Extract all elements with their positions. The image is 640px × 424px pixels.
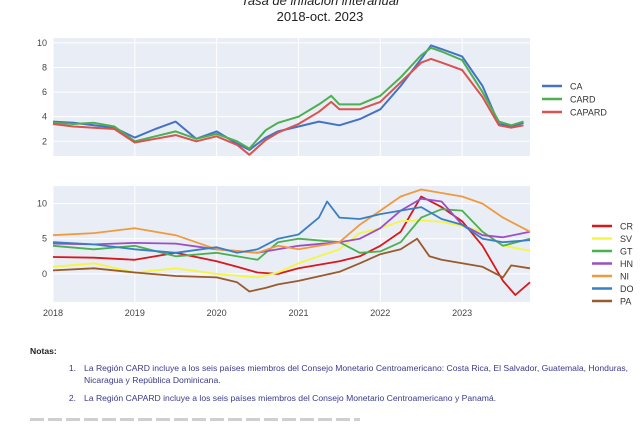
y-tick-label: 5 — [42, 234, 47, 244]
legend-label: DO — [620, 284, 634, 294]
chart-panel: 2 4 6 8 10 CA CARD CAPARD — [37, 38, 607, 156]
note-item: 2. La Región CAPARD incluye a los seis p… — [30, 392, 630, 404]
x-tick-label: 2021 — [288, 308, 308, 318]
legend-label: HN — [620, 259, 633, 269]
legend-label: PA — [620, 297, 631, 307]
series-line-pa — [52, 237, 531, 293]
legend-label: NI — [620, 272, 629, 282]
note-text: La Región CARD incluye a los seis países… — [84, 363, 629, 385]
note-item: 1. La Región CARD incluye a los seis paí… — [30, 362, 630, 386]
y-tick-label: 6 — [42, 87, 47, 97]
legend-label: CA — [570, 82, 583, 92]
legend-label: SV — [620, 234, 632, 244]
series-line-ni — [52, 188, 531, 254]
notes-title: Notas: — [30, 346, 57, 356]
x-tick-label: 2023 — [452, 308, 472, 318]
note-text: La Región CAPARD incluye a los seis país… — [84, 393, 497, 403]
y-tick-label: 0 — [42, 269, 47, 279]
cropped-footnote-line — [30, 418, 360, 421]
x-tick-label: 2018 — [43, 308, 63, 318]
series-line-ca — [52, 44, 524, 151]
note-number: 2. — [68, 393, 76, 403]
chart-title: Tasa de inflación interanual — [241, 0, 399, 8]
y-tick-label: 4 — [42, 112, 47, 122]
legend: CR SV GT HN NI DO PA — [592, 222, 634, 307]
y-tick-label: 2 — [42, 136, 47, 146]
legend-label: CARD — [570, 95, 596, 105]
x-tick-label: 2019 — [125, 308, 145, 318]
inflation-charts: 2 4 6 8 10 CA CARD CAPARD 0 5 10 2018 2019 2020 2021 20… — [37, 38, 634, 318]
y-tick-label: 8 — [42, 63, 47, 73]
series-line-capard — [52, 57, 524, 156]
y-tick-label: 10 — [37, 199, 47, 209]
legend: CA CARD CAPARD — [542, 82, 607, 118]
chart-subtitle: 2018-oct. 2023 — [276, 9, 364, 24]
series-line-do — [52, 200, 531, 254]
legend-label: CR — [620, 222, 633, 232]
y-tick-label: 10 — [37, 38, 47, 48]
series-line-card — [52, 46, 524, 150]
legend-label: GT — [620, 247, 633, 257]
x-tick-label: 2020 — [207, 308, 227, 318]
x-tick-label: 2022 — [370, 308, 390, 318]
series-line-cr — [52, 195, 531, 296]
chart-panel: 0 5 10 2018 2019 2020 2021 2022 2023 CR SV GT HN NI DO… — [37, 186, 634, 318]
series-line-gt — [52, 208, 531, 261]
legend-label: CAPARD — [570, 108, 607, 118]
note-number: 1. — [68, 363, 76, 373]
notes-section: Notas: 1. La Región CARD incluye a los s… — [30, 346, 630, 410]
